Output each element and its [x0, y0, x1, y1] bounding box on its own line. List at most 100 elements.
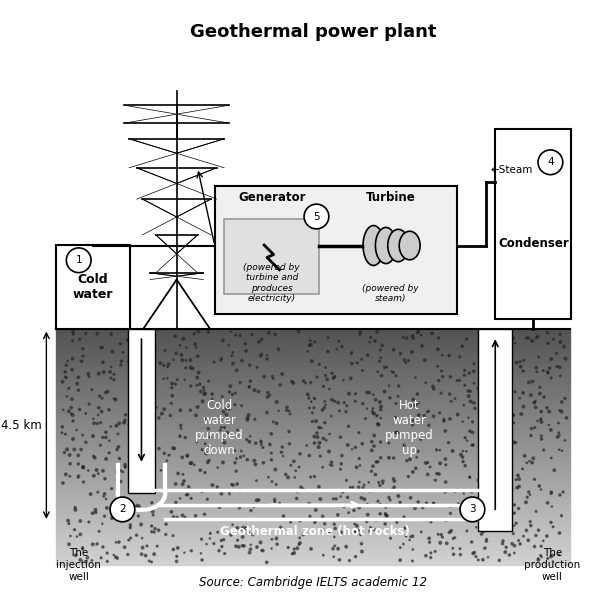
Point — [408, 331, 417, 341]
Point — [361, 413, 370, 423]
Point — [460, 365, 469, 375]
Point — [61, 429, 70, 439]
Point — [220, 423, 229, 432]
Point — [244, 410, 253, 420]
Point — [498, 536, 508, 546]
Point — [62, 392, 72, 401]
Point — [73, 373, 83, 382]
Point — [399, 512, 409, 522]
Point — [376, 437, 386, 447]
Point — [101, 427, 110, 437]
Point — [64, 407, 73, 416]
Text: 4: 4 — [547, 157, 553, 167]
Point — [483, 552, 493, 562]
Point — [456, 450, 466, 460]
Point — [201, 389, 210, 398]
Point — [180, 433, 190, 443]
Point — [310, 438, 319, 448]
Point — [510, 541, 519, 550]
Point — [466, 387, 475, 396]
Point — [75, 404, 84, 414]
Point — [375, 397, 384, 407]
Point — [139, 454, 149, 463]
Point — [68, 327, 78, 337]
Point — [265, 440, 275, 449]
Point — [303, 390, 313, 399]
Point — [349, 505, 359, 515]
Point — [375, 356, 384, 366]
Text: 4.5 km: 4.5 km — [1, 419, 42, 432]
Point — [475, 486, 485, 496]
Point — [235, 378, 245, 387]
Point — [333, 544, 343, 553]
Point — [429, 412, 438, 421]
Point — [424, 420, 433, 430]
Point — [208, 480, 217, 490]
Point — [126, 353, 136, 363]
Point — [245, 548, 254, 558]
Point — [61, 361, 71, 370]
Point — [445, 414, 455, 424]
Point — [205, 432, 215, 442]
Point — [125, 326, 135, 336]
Point — [458, 452, 467, 462]
Point — [376, 500, 385, 510]
Point — [121, 463, 130, 472]
Point — [104, 448, 114, 458]
Point — [367, 446, 377, 455]
Circle shape — [460, 497, 485, 522]
Point — [330, 532, 339, 542]
Point — [346, 483, 355, 492]
Point — [509, 418, 518, 428]
Point — [441, 515, 451, 525]
Point — [177, 355, 187, 365]
Point — [499, 331, 509, 341]
Point — [256, 437, 266, 446]
Point — [242, 435, 251, 444]
Point — [198, 396, 207, 406]
Point — [250, 415, 260, 424]
Point — [150, 328, 159, 337]
Point — [557, 511, 567, 520]
Point — [441, 426, 450, 436]
Point — [205, 528, 215, 538]
Point — [366, 333, 376, 342]
Point — [147, 498, 156, 508]
Bar — [56, 432, 570, 437]
Point — [130, 398, 139, 408]
Point — [330, 519, 339, 529]
Point — [328, 494, 338, 503]
Point — [418, 502, 427, 512]
Point — [368, 407, 377, 416]
Point — [251, 460, 260, 469]
Point — [228, 359, 238, 368]
Bar — [56, 475, 570, 480]
Bar — [56, 404, 570, 409]
Point — [67, 365, 77, 375]
Point — [228, 348, 238, 358]
Point — [97, 343, 107, 353]
Bar — [56, 409, 570, 413]
Point — [68, 354, 78, 364]
Point — [320, 418, 330, 427]
Point — [143, 356, 153, 365]
Point — [420, 355, 429, 365]
Point — [395, 497, 405, 507]
Point — [363, 510, 373, 519]
Point — [321, 400, 331, 410]
Bar — [56, 560, 570, 565]
Point — [446, 502, 456, 511]
Point — [500, 466, 509, 476]
Point — [116, 339, 125, 349]
Point — [70, 505, 80, 515]
Point — [535, 389, 544, 398]
Point — [374, 420, 383, 430]
Point — [264, 328, 273, 337]
Point — [448, 534, 458, 544]
Point — [341, 542, 351, 551]
Point — [200, 510, 210, 519]
Point — [276, 447, 286, 457]
Point — [509, 521, 519, 531]
Point — [417, 527, 426, 537]
Ellipse shape — [363, 226, 384, 266]
